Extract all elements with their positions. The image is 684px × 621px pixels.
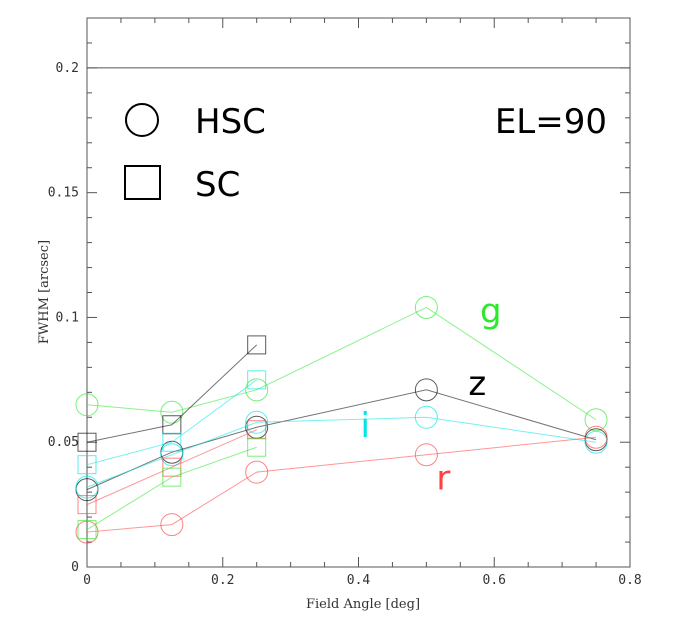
data-point-square: [247, 335, 267, 355]
x-tick-label: 0.8: [618, 573, 641, 588]
legend: HSC SC: [124, 102, 266, 205]
y-axis-title: FWHM [arcsec]: [37, 240, 52, 344]
series-sc-g: [77, 437, 267, 540]
axis-ticks: [86, 17, 631, 568]
series-line: [86, 344, 258, 443]
y-tick-label: 0.05: [48, 435, 79, 450]
legend-square-marker: [124, 165, 161, 200]
legend-circle-marker: [125, 103, 159, 137]
series-hsc-z: [75, 378, 608, 502]
data-point-circle: [245, 410, 269, 434]
data-point-circle: [414, 405, 438, 429]
data-point-square: [247, 420, 267, 440]
series-sc-r: [77, 420, 267, 515]
legend-label-hsc: HSC: [195, 102, 266, 142]
series-line: [86, 436, 597, 533]
series-hsc-r: [75, 425, 608, 544]
x-tick-label: 0.6: [483, 573, 506, 588]
data-point-square: [77, 495, 97, 515]
data-point-circle: [160, 513, 184, 537]
x-tick-label: 0.2: [211, 573, 234, 588]
data-point-circle: [245, 378, 269, 402]
series-hsc-i: [75, 405, 608, 499]
axis-tick-labels: 0 0.2 0.4 0.6 0.8 0 0.05 0.1 0.15 0.2: [48, 61, 642, 588]
data-point-circle: [160, 443, 184, 467]
data-point-circle: [414, 443, 438, 467]
data-point-circle: [75, 393, 99, 417]
data-point-circle: [245, 460, 269, 484]
y-tick-label: 0.1: [56, 310, 79, 325]
series-line: [86, 379, 257, 466]
series-line: [86, 429, 257, 506]
y-tick-label: 0.2: [56, 61, 79, 76]
data-point-circle: [414, 295, 438, 319]
series-label-i: i: [361, 406, 370, 446]
series-line: [86, 389, 597, 491]
data-point-square: [162, 467, 182, 487]
data-point-square: [162, 415, 182, 435]
data-point-circle: [584, 430, 608, 454]
data-point-square: [77, 520, 97, 540]
series-labels: gz i r: [361, 291, 502, 498]
elevation-annotation: EL=90: [495, 102, 607, 142]
series-sc-i: [77, 370, 267, 475]
data-point-square: [247, 370, 267, 390]
x-tick-label: 0: [83, 573, 91, 588]
data-point-square: [77, 432, 97, 452]
data-point-circle: [75, 475, 99, 499]
data-point-circle: [414, 378, 438, 402]
data-point-circle: [584, 425, 608, 449]
series-line: [86, 446, 257, 530]
legend-label-sc: SC: [195, 165, 240, 205]
plot-frame: [86, 17, 631, 568]
data-point-square: [77, 455, 97, 475]
data-point-square: [162, 432, 182, 452]
series-line: [86, 416, 597, 488]
series-layer: [75, 295, 608, 544]
x-axis-title: Field Angle [deg]: [306, 597, 420, 612]
data-point-circle: [160, 400, 184, 424]
y-tick-label: 0.15: [48, 186, 79, 201]
series-label-g: g: [480, 291, 502, 331]
y-tick-label: 0: [71, 560, 79, 575]
series-line: [86, 306, 597, 421]
series-hsc-g: [75, 295, 608, 432]
series-label-z: z: [468, 364, 486, 404]
data-point-square: [247, 437, 267, 457]
x-tick-label: 0.4: [347, 573, 371, 588]
series-sc-z: [77, 335, 267, 452]
data-point-square: [162, 457, 182, 477]
series-label-r: r: [436, 459, 450, 499]
